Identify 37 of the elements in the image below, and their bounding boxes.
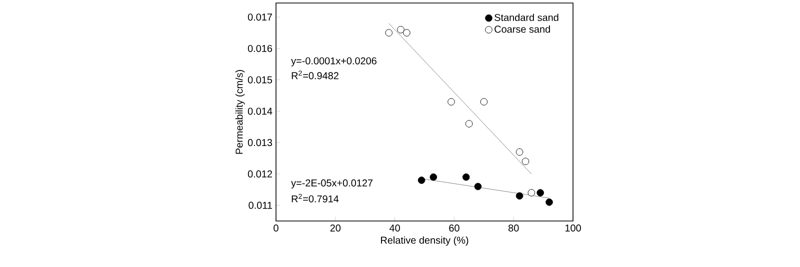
annotation: R$^{2}$=0.9482 <box>292 70 338 80</box>
point <box>418 176 426 184</box>
point <box>385 29 393 36</box>
y-tick-label: 0.014 <box>248 108 272 115</box>
x-tick-label: 0 <box>274 224 278 232</box>
point <box>462 173 470 181</box>
y-tick-label: 0.017 <box>248 14 272 21</box>
point <box>516 148 524 156</box>
x-tick-label: 40 <box>390 224 400 232</box>
point <box>516 192 524 200</box>
y-tick-label: 0.011 <box>248 202 272 209</box>
point <box>430 173 438 181</box>
point <box>480 98 488 106</box>
annotation: R$^{2}$=0.7914 <box>292 194 339 202</box>
x-tick-label: 20 <box>330 224 341 232</box>
x-tick-label: 60 <box>449 224 460 232</box>
point <box>536 189 544 196</box>
point <box>528 189 536 196</box>
x-tick-label: 100 <box>565 224 581 232</box>
annotation: y=-0.0001x+0.0206 <box>291 57 376 66</box>
point <box>522 158 530 166</box>
y-tick-label: 0.013 <box>248 139 272 146</box>
point <box>448 98 455 106</box>
x-axis-title: Relative density (%) <box>381 236 468 246</box>
point <box>465 120 473 128</box>
y-axis-title: Permeability (cm/s) <box>235 70 245 154</box>
point <box>397 26 404 34</box>
legend-label: Standard sand <box>494 14 558 22</box>
y-tick-label: 0.015 <box>248 76 272 84</box>
point <box>474 182 482 190</box>
annotation: y=-2E-05x+0.0127 <box>291 179 373 188</box>
x-tick-label: 80 <box>508 224 519 232</box>
point <box>546 198 553 206</box>
legend-label: Coarse sand <box>494 25 550 33</box>
y-tick-label: 0.016 <box>248 44 272 52</box>
y-tick-label: 0.012 <box>248 170 272 178</box>
point <box>403 29 410 36</box>
